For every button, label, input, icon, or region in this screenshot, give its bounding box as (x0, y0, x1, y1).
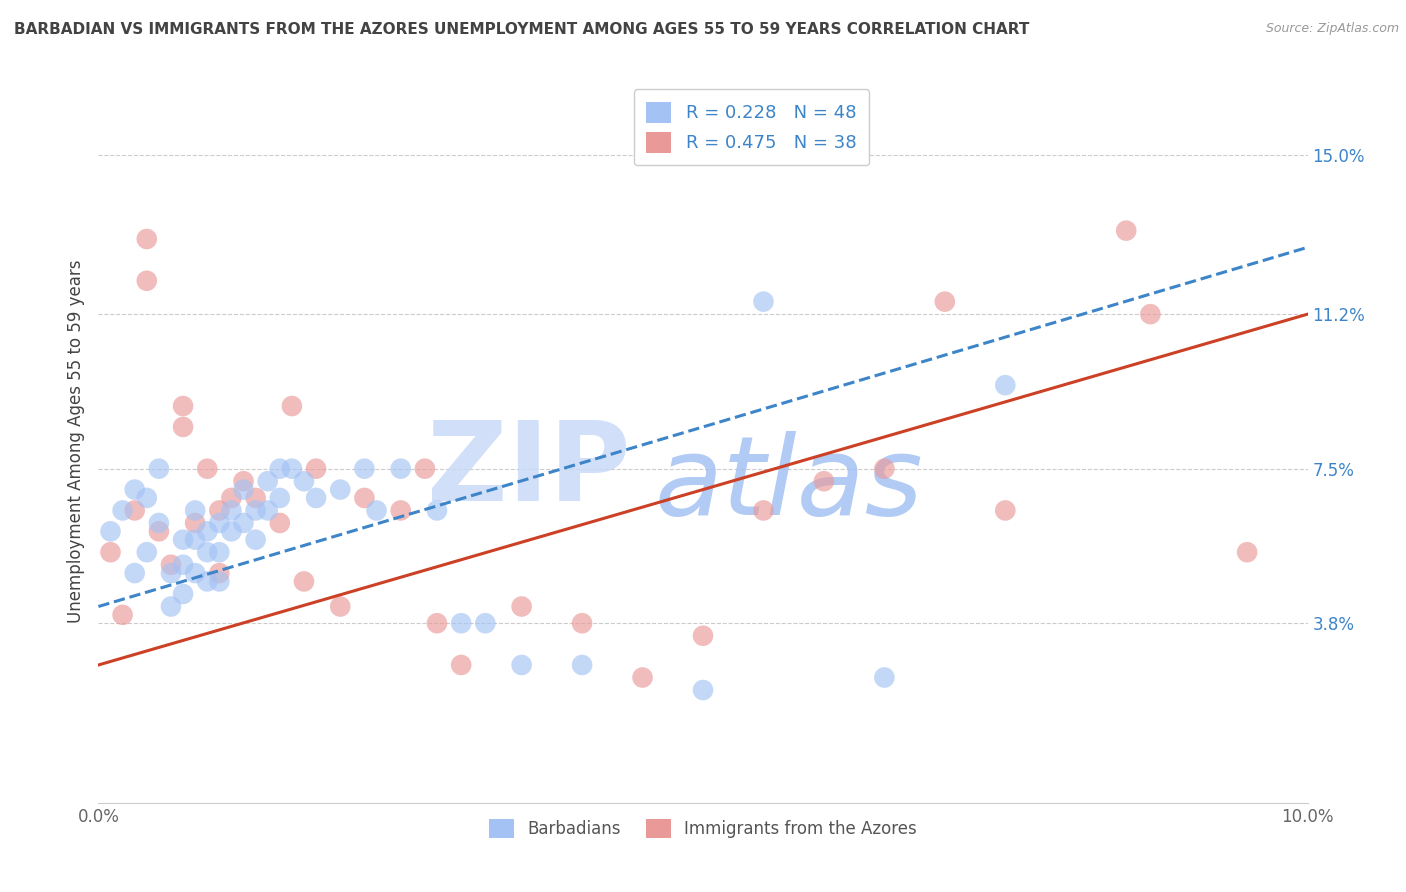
Point (111, 503, 134, 517)
Point (195, 461, 218, 475)
Point (100, 524, 122, 539)
Point (232, 516, 254, 530)
Point (329, 599, 352, 614)
Point (305, 461, 328, 475)
Point (124, 566, 146, 580)
Point (256, 503, 278, 517)
Point (172, 420, 194, 434)
Text: atlas: atlas (655, 432, 924, 539)
Point (994, 503, 1017, 517)
Point (692, 629, 714, 643)
Point (426, 503, 449, 517)
Point (221, 491, 243, 505)
Point (160, 599, 183, 614)
Point (510, 657, 533, 672)
Point (813, 474, 835, 488)
Point (245, 533, 267, 547)
Point (172, 399, 194, 413)
Point (100, 545, 122, 559)
Point (752, 503, 775, 517)
Point (305, 491, 328, 505)
Point (256, 474, 278, 488)
Point (184, 503, 207, 517)
Point (184, 566, 207, 580)
Point (208, 516, 231, 530)
Point (135, 545, 157, 559)
Point (474, 616, 496, 631)
Legend: Barbadians, Immigrants from the Azores: Barbadians, Immigrants from the Azores (482, 813, 924, 845)
Point (292, 474, 315, 488)
Point (389, 503, 412, 517)
Point (124, 503, 146, 517)
Point (389, 461, 412, 475)
Point (232, 483, 254, 497)
Point (135, 232, 157, 246)
Point (160, 558, 183, 572)
Text: BARBADIAN VS IMMIGRANTS FROM THE AZORES UNEMPLOYMENT AMONG AGES 55 TO 59 YEARS C: BARBADIAN VS IMMIGRANTS FROM THE AZORES … (14, 22, 1029, 37)
Point (232, 474, 254, 488)
Point (631, 671, 654, 685)
Point (208, 566, 231, 580)
Point (184, 516, 207, 530)
Point (994, 378, 1017, 392)
Point (426, 616, 449, 631)
Point (124, 483, 146, 497)
Point (172, 587, 194, 601)
Point (934, 294, 956, 309)
Point (873, 671, 896, 685)
Point (160, 566, 183, 580)
Text: Source: ZipAtlas.com: Source: ZipAtlas.com (1265, 22, 1399, 36)
Y-axis label: Unemployment Among Ages 55 to 59 years: Unemployment Among Ages 55 to 59 years (66, 260, 84, 624)
Point (148, 516, 170, 530)
Point (269, 516, 291, 530)
Point (269, 491, 291, 505)
Point (221, 524, 243, 539)
Point (245, 491, 267, 505)
Point (571, 616, 593, 631)
Point (413, 461, 436, 475)
Point (1139, 307, 1161, 321)
Point (245, 503, 267, 517)
Point (450, 657, 472, 672)
Point (208, 574, 231, 589)
Point (148, 461, 170, 475)
Point (135, 491, 157, 505)
Point (873, 461, 896, 475)
Point (450, 616, 472, 631)
Point (269, 461, 291, 475)
Point (692, 683, 714, 698)
Point (571, 657, 593, 672)
Point (281, 399, 304, 413)
Point (135, 274, 157, 288)
Point (195, 545, 218, 559)
Point (172, 533, 194, 547)
Point (195, 524, 218, 539)
Text: ZIP: ZIP (427, 417, 630, 524)
Point (1115, 224, 1137, 238)
Point (292, 574, 315, 589)
Point (221, 503, 243, 517)
Point (208, 545, 231, 559)
Point (148, 524, 170, 539)
Point (195, 574, 218, 589)
Point (353, 491, 375, 505)
Point (281, 461, 304, 475)
Point (172, 558, 194, 572)
Point (1236, 545, 1258, 559)
Point (184, 533, 207, 547)
Point (353, 461, 375, 475)
Point (752, 294, 775, 309)
Point (366, 503, 388, 517)
Point (111, 607, 134, 622)
Point (208, 503, 231, 517)
Point (329, 483, 352, 497)
Point (510, 599, 533, 614)
